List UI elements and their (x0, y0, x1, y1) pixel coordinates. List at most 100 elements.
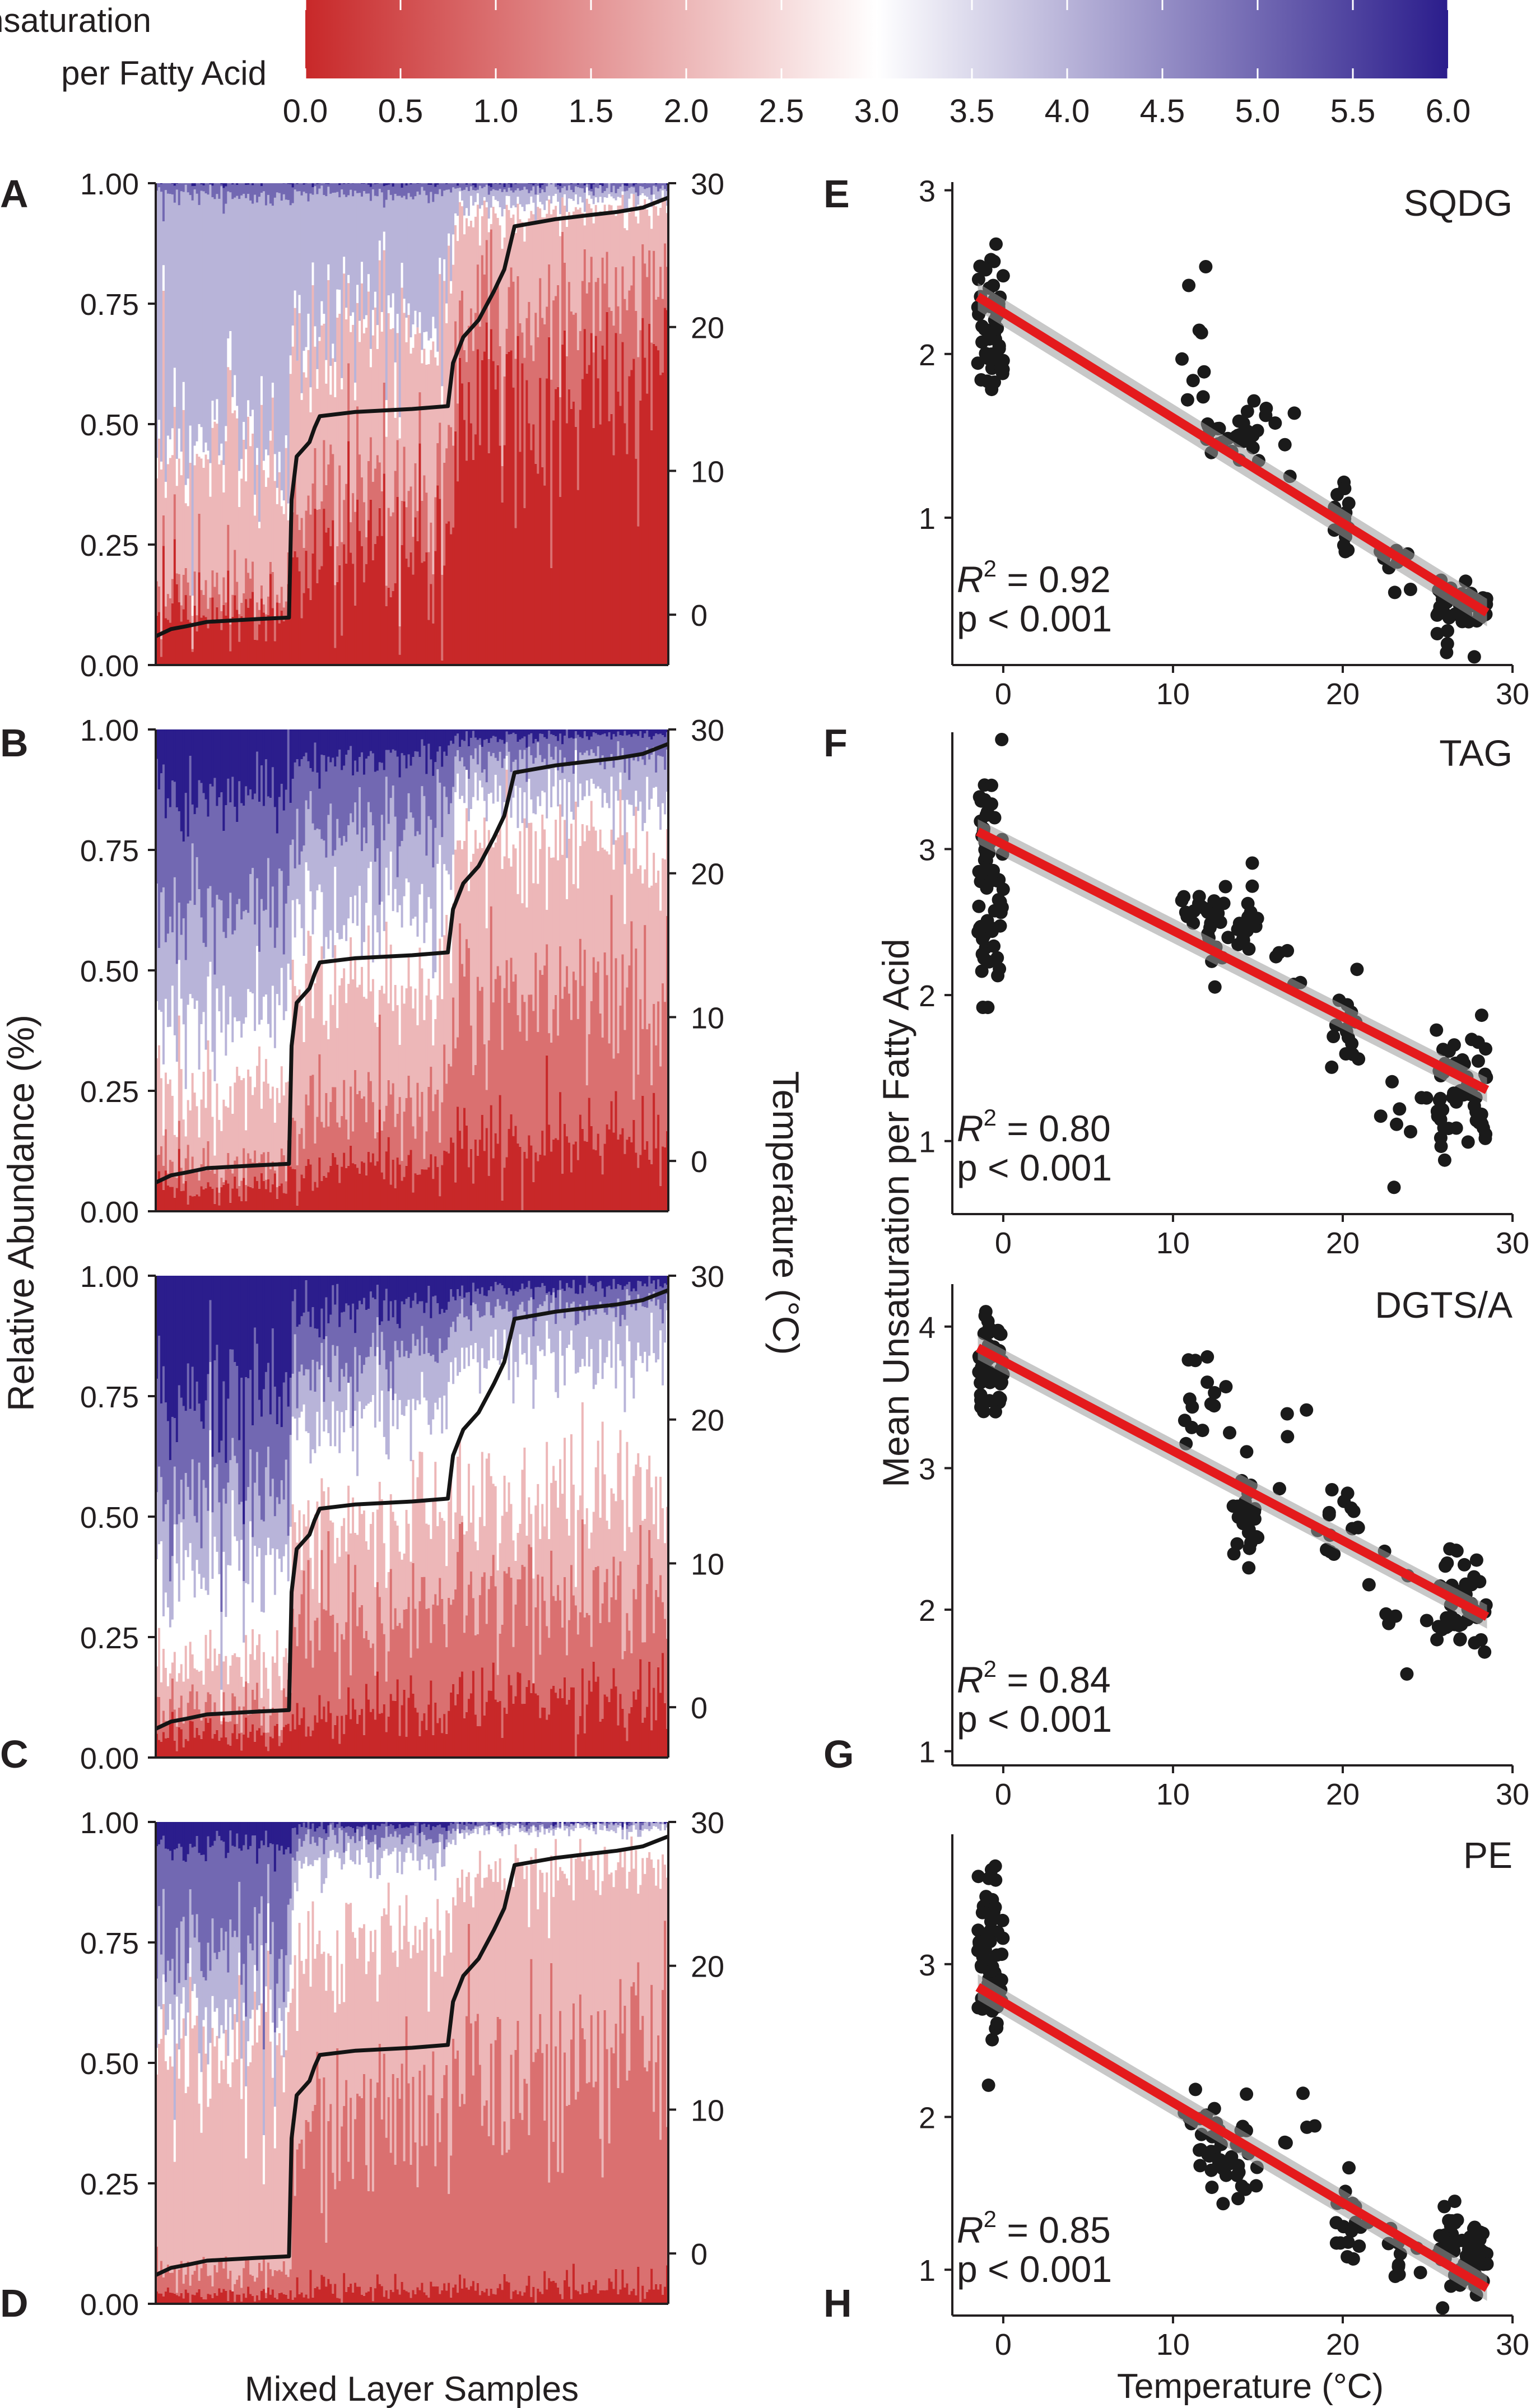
abundance-segment (240, 459, 243, 479)
abundance-segment (220, 1131, 223, 1178)
abundance-segment (452, 743, 455, 787)
abundance-segment (418, 392, 422, 444)
abundance-segment (499, 445, 502, 665)
abundance-segment (173, 1466, 176, 1524)
abundance-segment (207, 1141, 210, 1183)
abundance-segment (341, 1166, 343, 1211)
abundance-segment (316, 509, 319, 583)
abundance-segment (418, 183, 422, 195)
abundance-segment (164, 1822, 167, 1849)
abundance-segment (467, 729, 471, 747)
abundance-segment (496, 1299, 500, 1361)
abundance-segment (576, 490, 580, 665)
abundance-segment (240, 1676, 243, 1733)
abundance-segment (398, 905, 402, 1045)
abundance-segment (552, 196, 555, 210)
colorbar-tick-label: 4.5 (1140, 93, 1185, 129)
abundance-segment (597, 1440, 600, 1566)
abundance-segment (405, 1737, 408, 1758)
abundance-segment (256, 1682, 259, 1731)
abundance-segment (603, 1474, 607, 1583)
abundance-segment (236, 729, 239, 822)
abundance-segment (196, 1560, 199, 1670)
abundance-segment (238, 641, 241, 665)
abundance-segment (617, 729, 620, 732)
abundance-segment (193, 186, 197, 190)
abundance-segment (630, 285, 633, 370)
abundance-segment (416, 936, 420, 1025)
abundance-segment (298, 864, 301, 905)
abundance-segment (485, 782, 488, 821)
abundance-segment (338, 838, 341, 940)
abundance-segment (448, 946, 450, 1064)
abundance-segment (320, 729, 323, 755)
abundance-segment (492, 189, 495, 197)
abundance-segment (252, 1537, 254, 1603)
abundance-segment (338, 1556, 341, 1699)
abundance-segment (588, 1680, 591, 1758)
abundance-segment (574, 1373, 578, 1587)
abundance-segment (394, 729, 397, 751)
abundance-segment (394, 816, 397, 889)
abundance-segment (362, 1096, 366, 1163)
abundance-segment (207, 1595, 210, 1659)
abundance-segment (557, 1507, 560, 1586)
abundance-segment (492, 736, 495, 754)
abundance-segment (552, 209, 555, 301)
abundance-segment (273, 454, 277, 481)
abundance-segment (621, 184, 625, 192)
abundance-segment (450, 1066, 453, 1138)
abundance-segment (590, 1532, 593, 1647)
abundance-segment (436, 729, 439, 752)
abundance-segment (238, 1196, 241, 1211)
abundance-segment (539, 729, 542, 734)
abundance-segment (396, 314, 399, 333)
abundance-segment (579, 197, 582, 208)
abundance-segment (601, 1718, 604, 1758)
abundance-segment (478, 1294, 482, 1318)
abundance-segment (202, 2257, 206, 2300)
abundance-segment (474, 1291, 477, 1304)
abundance-segment (389, 194, 393, 308)
abundance-segment (191, 2294, 194, 2304)
abundance-segment (499, 225, 502, 346)
abundance-segment (365, 903, 368, 999)
abundance-segment (623, 1412, 627, 1551)
abundance-segment (559, 780, 562, 805)
abundance-segment (311, 1360, 315, 1449)
abundance-segment (182, 1183, 185, 1191)
abundance-segment (615, 958, 618, 1091)
abundance-segment (347, 750, 350, 825)
abundance-segment (537, 741, 539, 742)
abundance-segment (240, 1378, 243, 1502)
abundance-segment (452, 787, 455, 855)
abundance-segment (389, 1569, 393, 1694)
abundance-segment (282, 1020, 286, 1096)
abundance-segment (280, 729, 283, 784)
abundance-segment (209, 184, 212, 463)
abundance-segment (296, 1276, 299, 1327)
abundance-segment (528, 218, 531, 302)
abundance-segment (311, 1191, 315, 1211)
abundance-segment (343, 183, 346, 184)
abundance-segment (198, 2103, 201, 2281)
abundance-segment (436, 194, 439, 352)
abundance-segment (162, 1732, 165, 1758)
abundance-segment (612, 729, 616, 735)
abundance-segment (516, 276, 520, 336)
abundance-segment (211, 1168, 215, 1189)
abundance-segment (264, 641, 268, 665)
abundance-segment (581, 985, 584, 1129)
abundance-segment (247, 1715, 250, 1738)
abundance-segment (332, 1152, 334, 1211)
abundance-segment (325, 1297, 328, 1337)
abundance-segment (505, 354, 509, 665)
abundance-segment (478, 1517, 482, 1596)
abundance-segment (220, 186, 223, 444)
abundance-segment (367, 1152, 370, 1211)
abundance-segment (401, 263, 404, 288)
abundance-segment (530, 183, 533, 184)
abundance-segment (352, 822, 355, 923)
abundance-segment (537, 1276, 539, 1287)
abundance-segment (461, 1671, 464, 1758)
